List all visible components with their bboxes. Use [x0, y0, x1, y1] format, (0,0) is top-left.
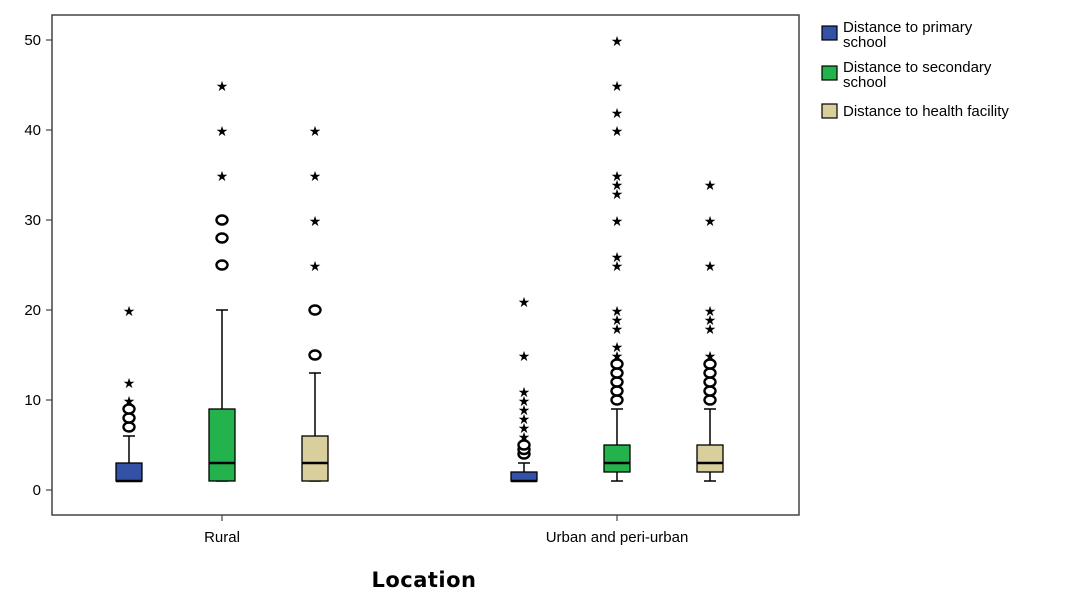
- axes: 0 10 20 30 40 50 Rural Urban and peri-urban: [24, 14, 800, 546]
- box-group: ★★★★★★★: [696, 178, 724, 482]
- box-group: ★ ★ ★ ★: [301, 124, 329, 482]
- box-group: ★ ★ ★: [115, 304, 143, 483]
- outlier-point: [610, 376, 624, 388]
- legend-label-line: Distance to health facility: [843, 103, 1009, 120]
- extreme-point: ★: [216, 124, 229, 140]
- legend-label-line: Distance to secondary: [843, 59, 992, 76]
- extreme-point: ★: [309, 169, 322, 185]
- y-tick-label: 0: [33, 482, 41, 499]
- extreme-point: ★: [611, 322, 624, 338]
- plot-area: ★★★★★★★★★★★★★★★★★★★★★★★★★★★★★★★★★★★★★★★★: [115, 34, 724, 483]
- outlier-point: [703, 358, 717, 370]
- legend-label-line: school: [843, 34, 886, 51]
- legend-swatch: [821, 103, 838, 119]
- plot-frame: [51, 14, 800, 516]
- extreme-point: ★: [704, 214, 717, 230]
- extreme-point: ★: [611, 349, 624, 365]
- extreme-point: ★: [123, 304, 136, 320]
- box: [510, 471, 538, 482]
- extreme-point: ★: [704, 178, 717, 194]
- outlier-point: [122, 412, 136, 424]
- box: [208, 408, 236, 482]
- outlier-point: [610, 367, 624, 379]
- legend-label: Distance to secondary school: [843, 59, 992, 91]
- extreme-point: ★: [518, 421, 531, 437]
- outlier-point: [215, 232, 229, 244]
- extreme-point: ★: [309, 124, 322, 140]
- legend-label-line: school: [843, 74, 886, 91]
- outlier-point: [215, 214, 229, 226]
- legend-swatch: [821, 25, 838, 41]
- outlier-point: [703, 385, 717, 397]
- box-group: ★ ★ ★: [208, 79, 236, 482]
- box: [301, 435, 329, 482]
- outlier-point: [215, 259, 229, 271]
- extreme-point: ★: [611, 304, 624, 320]
- outlier-point: [610, 358, 624, 370]
- outlier-point: [610, 385, 624, 397]
- legend-swatch: [821, 65, 838, 81]
- extreme-point: ★: [611, 259, 624, 275]
- extreme-point: ★: [611, 214, 624, 230]
- x-tick-label: Urban and peri-urban: [546, 529, 689, 546]
- extreme-point: ★: [123, 394, 136, 410]
- outlier-point: [703, 367, 717, 379]
- extreme-point: ★: [704, 349, 717, 365]
- box: [603, 444, 631, 473]
- extreme-point: ★: [216, 79, 229, 95]
- extreme-point: ★: [611, 34, 624, 50]
- outlier-point: [703, 394, 717, 406]
- extreme-point: ★: [611, 124, 624, 140]
- legend-label-line: Distance to primary: [843, 19, 973, 36]
- y-tick-label: 40: [24, 122, 41, 139]
- extreme-point: ★: [611, 169, 624, 185]
- box-group: ★★★★★★★★: [510, 295, 538, 483]
- y-tick-label: 10: [24, 392, 41, 409]
- extreme-point: ★: [518, 403, 531, 419]
- extreme-point: ★: [704, 259, 717, 275]
- extreme-point: ★: [518, 412, 531, 428]
- extreme-point: ★: [611, 187, 624, 203]
- extreme-point: ★: [611, 79, 624, 95]
- extreme-point: ★: [518, 295, 531, 311]
- extreme-point: ★: [518, 394, 531, 410]
- extreme-point: ★: [123, 376, 136, 392]
- extreme-point: ★: [216, 169, 229, 185]
- extreme-point: ★: [611, 250, 624, 266]
- extreme-point: ★: [309, 259, 322, 275]
- y-tick-label: 20: [24, 302, 41, 319]
- outlier-point: [122, 403, 136, 415]
- outlier-point: [308, 349, 322, 361]
- extreme-point: ★: [518, 430, 531, 446]
- outlier-point: [122, 421, 136, 433]
- extreme-point: ★: [518, 349, 531, 365]
- extreme-point: ★: [611, 340, 624, 356]
- outlier-point: [610, 394, 624, 406]
- extreme-point: ★: [611, 178, 624, 194]
- x-tick-label: Rural: [204, 529, 240, 546]
- extreme-point: ★: [704, 322, 717, 338]
- box: [115, 462, 143, 482]
- legend-label: Distance to primary school: [843, 19, 973, 51]
- extreme-point: ★: [309, 214, 322, 230]
- y-tick-label: 30: [24, 212, 41, 229]
- box: [696, 444, 724, 473]
- outlier-point: [308, 304, 322, 316]
- x-axis-title: Location: [371, 568, 476, 590]
- extreme-point: ★: [611, 106, 624, 122]
- extreme-point: ★: [518, 385, 531, 401]
- extreme-point: ★: [704, 313, 717, 329]
- y-tick-label: 50: [24, 32, 41, 49]
- box-group: ★★★★★★★★★★★★★★★: [603, 34, 631, 482]
- extreme-point: ★: [611, 313, 624, 329]
- outlier-point: [703, 376, 717, 388]
- extreme-point: ★: [704, 304, 717, 320]
- legend-label: Distance to health facility: [843, 103, 1009, 120]
- outlier-point: [517, 439, 531, 451]
